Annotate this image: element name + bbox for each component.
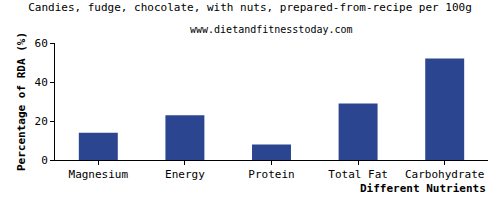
svg-text:Energy: Energy — [165, 168, 205, 181]
svg-text:0: 0 — [41, 154, 48, 167]
svg-text:Carbohydrate: Carbohydrate — [405, 168, 484, 181]
svg-text:20: 20 — [35, 115, 48, 128]
svg-text:Total Fat: Total Fat — [328, 168, 388, 181]
svg-text:Percentage of RDA (%): Percentage of RDA (%) — [15, 32, 28, 171]
svg-text:Magnesium: Magnesium — [68, 168, 128, 181]
svg-text:Different Nutrients: Different Nutrients — [360, 182, 486, 195]
svg-text:www.dietandfitnesstoday.com: www.dietandfitnesstoday.com — [190, 24, 353, 35]
svg-text:40: 40 — [35, 76, 48, 89]
svg-text:Candies, fudge, chocolate, wit: Candies, fudge, chocolate, with nuts, pr… — [28, 1, 472, 14]
svg-text:60: 60 — [35, 37, 48, 50]
svg-text:Protein: Protein — [248, 168, 294, 181]
